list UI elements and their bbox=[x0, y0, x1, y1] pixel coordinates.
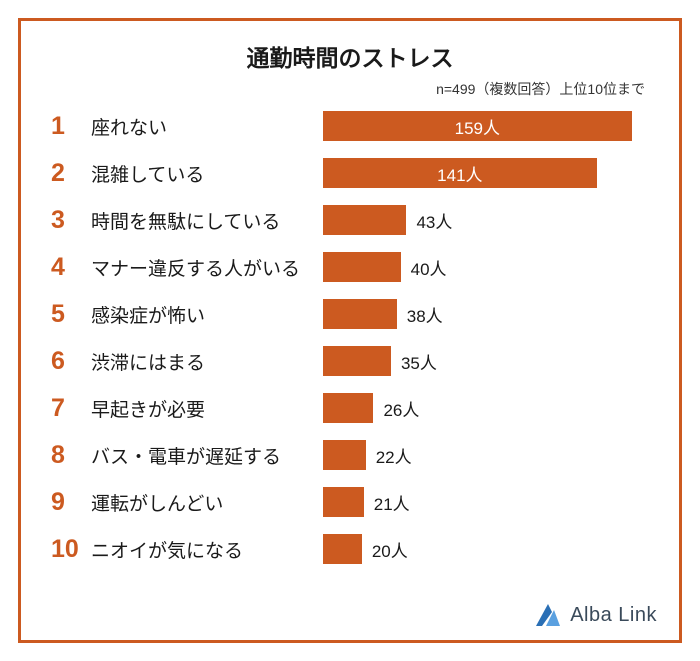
bar bbox=[323, 299, 397, 329]
table-row: 6渋滞にはまる 35人 bbox=[51, 344, 649, 378]
row-label: 座れない bbox=[91, 113, 323, 140]
table-row: 9運転がしんどい 21人 bbox=[51, 485, 649, 519]
row-label: マナー違反する人がいる bbox=[91, 254, 323, 281]
bar-area: 43人 bbox=[323, 203, 649, 237]
rank-number: 1 bbox=[51, 112, 91, 141]
table-row: 1座れない 159人 bbox=[51, 109, 649, 143]
bar bbox=[323, 252, 401, 282]
bar-area: 22人 bbox=[323, 438, 649, 472]
bar: 159人 bbox=[323, 111, 632, 141]
rank-number: 2 bbox=[51, 159, 91, 188]
row-label: 運転がしんどい bbox=[91, 489, 323, 516]
bar-area: 40人 bbox=[323, 250, 649, 284]
bar bbox=[323, 393, 373, 423]
table-row: 2混雑している 141人 bbox=[51, 156, 649, 190]
table-row: 7早起きが必要 26人 bbox=[51, 391, 649, 425]
bar-area: 159人 bbox=[323, 109, 649, 143]
bar-area: 35人 bbox=[323, 344, 649, 378]
row-label: 混雑している bbox=[91, 160, 323, 187]
rank-number: 10 bbox=[51, 535, 91, 564]
bar-value: 159人 bbox=[455, 114, 500, 139]
table-row: 10ニオイが気になる 20人 bbox=[51, 532, 649, 566]
rank-number: 7 bbox=[51, 394, 91, 423]
bar-value: 22人 bbox=[366, 438, 412, 472]
row-label: 感染症が怖い bbox=[91, 301, 323, 328]
bar-area: 141人 bbox=[323, 156, 649, 190]
table-row: 5感染症が怖い 38人 bbox=[51, 297, 649, 331]
bar-value: 20人 bbox=[362, 532, 408, 566]
rank-number: 6 bbox=[51, 347, 91, 376]
bar-value: 35人 bbox=[391, 344, 437, 378]
row-label: 早起きが必要 bbox=[91, 395, 323, 422]
logo-text: Alba Link bbox=[570, 604, 657, 627]
row-label: ニオイが気になる bbox=[91, 536, 323, 563]
rank-number: 5 bbox=[51, 300, 91, 329]
rank-number: 9 bbox=[51, 488, 91, 517]
row-label: バス・電車が遅延する bbox=[91, 442, 323, 469]
rank-number: 4 bbox=[51, 253, 91, 282]
chart-subtitle: n=499（複数回答）上位10位まで bbox=[51, 79, 649, 99]
chart-panel: 通勤時間のストレス n=499（複数回答）上位10位まで 1座れない 159人 2混… bbox=[18, 18, 682, 643]
bar bbox=[323, 440, 366, 470]
chart-title: 通勤時間のストレス bbox=[51, 39, 649, 73]
bar-value: 141人 bbox=[437, 161, 482, 186]
bar-area: 38人 bbox=[323, 297, 649, 331]
bar bbox=[323, 346, 391, 376]
bar-value: 40人 bbox=[401, 250, 447, 284]
logo-icon bbox=[534, 602, 562, 628]
bar-area: 26人 bbox=[323, 391, 649, 425]
bar bbox=[323, 487, 364, 517]
table-row: 4マナー違反する人がいる 40人 bbox=[51, 250, 649, 284]
rank-number: 3 bbox=[51, 206, 91, 235]
row-label: 時間を無駄にしている bbox=[91, 207, 323, 234]
chart-rows: 1座れない 159人 2混雑している 141人 3時間を無駄にしている 43人 4マナー違反… bbox=[51, 109, 649, 566]
table-row: 8バス・電車が遅延する 22人 bbox=[51, 438, 649, 472]
bar-area: 20人 bbox=[323, 532, 649, 566]
brand-logo: Alba Link bbox=[534, 602, 657, 628]
chart-frame: 通勤時間のストレス n=499（複数回答）上位10位まで 1座れない 159人 2混… bbox=[0, 0, 700, 661]
row-label: 渋滞にはまる bbox=[91, 348, 323, 375]
bar-value: 43人 bbox=[406, 203, 452, 237]
bar-value: 38人 bbox=[397, 297, 443, 331]
rank-number: 8 bbox=[51, 441, 91, 470]
bar bbox=[323, 534, 362, 564]
bar-value: 26人 bbox=[373, 391, 419, 425]
table-row: 3時間を無駄にしている 43人 bbox=[51, 203, 649, 237]
bar-area: 21人 bbox=[323, 485, 649, 519]
bar-value: 21人 bbox=[364, 485, 410, 519]
bar bbox=[323, 205, 406, 235]
bar: 141人 bbox=[323, 158, 597, 188]
